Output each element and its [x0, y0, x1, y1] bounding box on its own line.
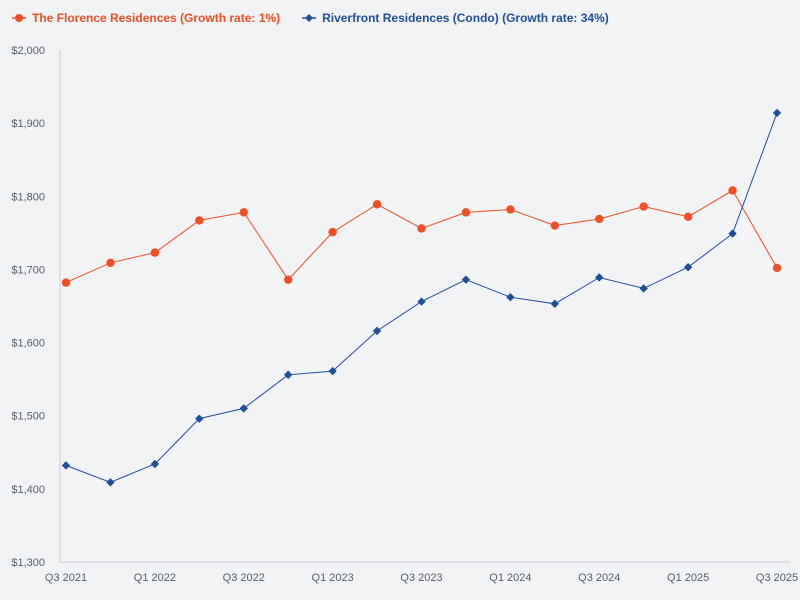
data-point [550, 299, 560, 309]
data-point [461, 208, 471, 217]
legend-label: The Florence Residences (Growth rate: 1%… [32, 11, 280, 25]
x-tick-label: Q3 2024 [578, 572, 620, 584]
y-tick-label: $2,000 [11, 45, 45, 57]
x-tick-label: Q3 2021 [45, 572, 87, 584]
x-tick-label: Q1 2025 [667, 572, 709, 584]
series-group [61, 108, 782, 487]
data-point [372, 326, 382, 336]
x-tick-label: Q1 2022 [134, 572, 176, 584]
data-point [283, 275, 293, 284]
y-tick-label: $1,500 [11, 411, 45, 423]
legend-label: Riverfront Residences (Condo) (Growth ra… [322, 11, 609, 25]
data-point [283, 370, 293, 379]
legend-item-1: The Florence Residences (Growth rate: 1%… [12, 11, 280, 25]
legend-marker [15, 14, 23, 22]
data-point [239, 208, 248, 217]
data-point [728, 229, 737, 238]
data-point [683, 263, 693, 272]
data-point [461, 275, 471, 284]
data-point [61, 461, 71, 470]
y-tick-label: $1,600 [11, 338, 45, 350]
data-point [328, 227, 337, 237]
data-point [106, 258, 115, 268]
y-tick-label: $1,800 [11, 191, 45, 203]
data-point [595, 273, 604, 282]
data-point [372, 200, 382, 209]
data-point [195, 414, 204, 423]
legend: The Florence Residences (Growth rate: 1%… [12, 11, 609, 25]
data-point [150, 248, 160, 257]
data-point [506, 205, 515, 214]
data-point [639, 284, 648, 293]
data-point [772, 263, 782, 273]
y-tick-label: $1,700 [11, 264, 45, 276]
series-2 [61, 108, 782, 487]
data-point [683, 212, 693, 221]
data-point [728, 186, 737, 195]
data-point [639, 202, 648, 211]
data-point [61, 278, 71, 287]
legend-item-2: Riverfront Residences (Condo) (Growth ra… [302, 11, 609, 25]
data-point [417, 224, 426, 233]
data-point [772, 108, 782, 118]
data-point [595, 214, 604, 224]
data-point [195, 216, 204, 225]
data-point [328, 366, 337, 376]
x-tick-label: Q3 2025 [756, 572, 798, 584]
x-tick-label: Q3 2022 [223, 572, 265, 584]
data-point [239, 404, 248, 413]
x-tick-label: Q1 2023 [312, 572, 354, 584]
axes: $1,300 $1,400 $1,500 $1,600 $1,700 $1,800 $1,9… [11, 45, 798, 584]
data-point [417, 297, 426, 306]
legend-marker [305, 14, 314, 22]
x-tick-label: Q1 2024 [489, 572, 531, 584]
data-point [150, 459, 160, 469]
y-tick-label: $1,900 [11, 118, 45, 130]
data-point [550, 221, 560, 230]
y-tick-label: $1,300 [11, 557, 45, 569]
x-tick-label: Q3 2023 [400, 572, 442, 584]
data-point [506, 293, 515, 302]
series-1 [61, 186, 782, 287]
y-tick-label: $1,400 [11, 484, 45, 496]
series-line [65, 189, 778, 284]
data-point [106, 478, 115, 487]
